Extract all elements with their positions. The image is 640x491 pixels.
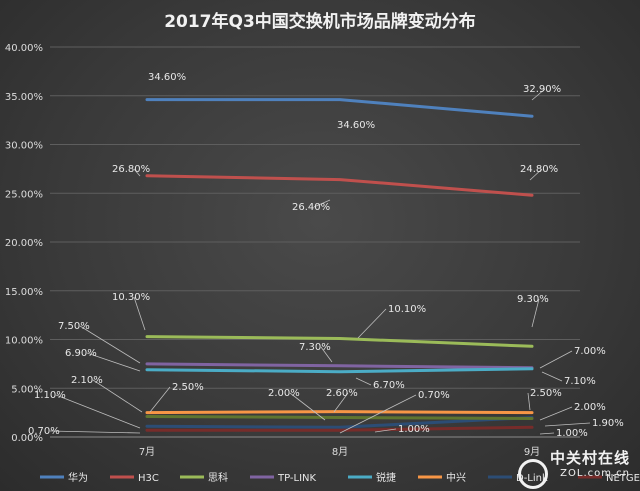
data-label: 2.50% — [530, 388, 562, 399]
data-label: 7.10% — [564, 376, 596, 387]
leader-line — [539, 432, 555, 435]
y-tick-label: 15.00% — [5, 287, 43, 298]
leader-line — [79, 325, 141, 364]
data-label: 1.10% — [34, 390, 66, 401]
series-line-D-Link — [145, 416, 534, 429]
legend-label: H3C — [138, 473, 159, 484]
leader-line — [86, 352, 141, 372]
data-label: 6.90% — [65, 348, 97, 359]
leader-line — [339, 394, 417, 434]
legend-label: 中兴 — [446, 471, 466, 484]
x-tick-label: 9月 — [524, 446, 540, 458]
data-label: 34.60% — [148, 72, 186, 83]
legend-label: 华为 — [68, 471, 88, 484]
watermark-brand: 中关村在线 — [549, 449, 630, 467]
watermark: 中关村在线 ZOL.com.cn — [550, 447, 630, 479]
data-label: 26.40% — [292, 202, 330, 213]
y-tick-label: 30.00% — [5, 141, 43, 152]
y-tick-label: 10.00% — [5, 336, 43, 347]
y-tick-label: 25.00% — [5, 189, 43, 200]
leader-line — [539, 350, 573, 369]
data-label: 26.80% — [112, 164, 150, 175]
leader-line — [333, 392, 349, 413]
data-label: 1.00% — [556, 428, 588, 439]
series-line-NETGEAR — [145, 425, 534, 432]
leader-line — [355, 377, 372, 386]
leader-line — [92, 379, 143, 413]
data-label: 2.00% — [574, 402, 606, 413]
data-label: 6.70% — [373, 380, 405, 391]
leader-line — [313, 199, 331, 208]
leader-line — [49, 430, 141, 434]
legend-label: 思科 — [208, 471, 228, 484]
legend-label: 锐捷 — [376, 471, 396, 484]
data-label: 10.10% — [388, 304, 426, 315]
leader-line — [544, 422, 591, 427]
data-label: 0.70% — [28, 426, 60, 437]
data-label: 2.10% — [71, 375, 103, 386]
zol-logo-icon — [518, 459, 548, 489]
leader-line — [133, 168, 141, 177]
legend-label: NETGEAR — [606, 473, 640, 484]
data-label: 2.50% — [172, 382, 204, 393]
data-label: 1.90% — [592, 418, 624, 429]
leader-line — [531, 298, 540, 328]
leader-line — [529, 168, 543, 181]
leader-line — [541, 371, 563, 382]
data-label: 24.80% — [520, 164, 558, 175]
leader-line — [357, 308, 387, 339]
leader-line — [374, 428, 397, 433]
series-line-华为 — [145, 98, 534, 118]
y-tick-label: 5.00% — [11, 384, 43, 395]
data-label: 9.30% — [517, 294, 549, 305]
leader-line — [320, 346, 333, 363]
y-tick-label: 35.00% — [5, 92, 43, 103]
y-tick-label: 0.00% — [11, 433, 43, 444]
data-label: 34.60% — [337, 120, 375, 131]
series-line-思科 — [145, 335, 534, 348]
data-label: 7.50% — [58, 321, 90, 332]
series-line-锐捷 — [145, 367, 534, 374]
x-tick-label: 7月 — [139, 446, 155, 458]
leader-line — [539, 406, 573, 421]
y-tick-label: 40.00% — [5, 43, 43, 54]
series-line-TP-LINK — [145, 362, 534, 370]
x-tick-label: 8月 — [332, 446, 348, 458]
leader-line — [133, 296, 146, 331]
leader-line — [289, 392, 326, 421]
data-label: 2.60% — [326, 388, 358, 399]
data-label: 1.00% — [398, 424, 430, 435]
data-label: 10.30% — [112, 292, 150, 303]
series-line-中兴 — [145, 410, 534, 415]
legend-label: TP-LINK — [277, 473, 317, 484]
watermark-domain: ZOL.com.cn — [560, 468, 630, 479]
leader-line — [531, 88, 546, 101]
data-label: 0.70% — [418, 390, 450, 401]
data-label: 2.00% — [268, 388, 300, 399]
data-label: 7.30% — [299, 342, 331, 353]
leader-line — [527, 392, 531, 411]
leader-line — [55, 394, 141, 429]
leader-line — [149, 386, 171, 413]
data-label: 32.90% — [523, 84, 561, 95]
series-line-H3C — [145, 174, 534, 197]
series-line-腾达 — [145, 415, 534, 420]
data-label: 7.00% — [574, 346, 606, 357]
y-tick-label: 20.00% — [5, 238, 43, 249]
chart-title: 2017年Q3中国交换机市场品牌变动分布 — [164, 11, 476, 32]
